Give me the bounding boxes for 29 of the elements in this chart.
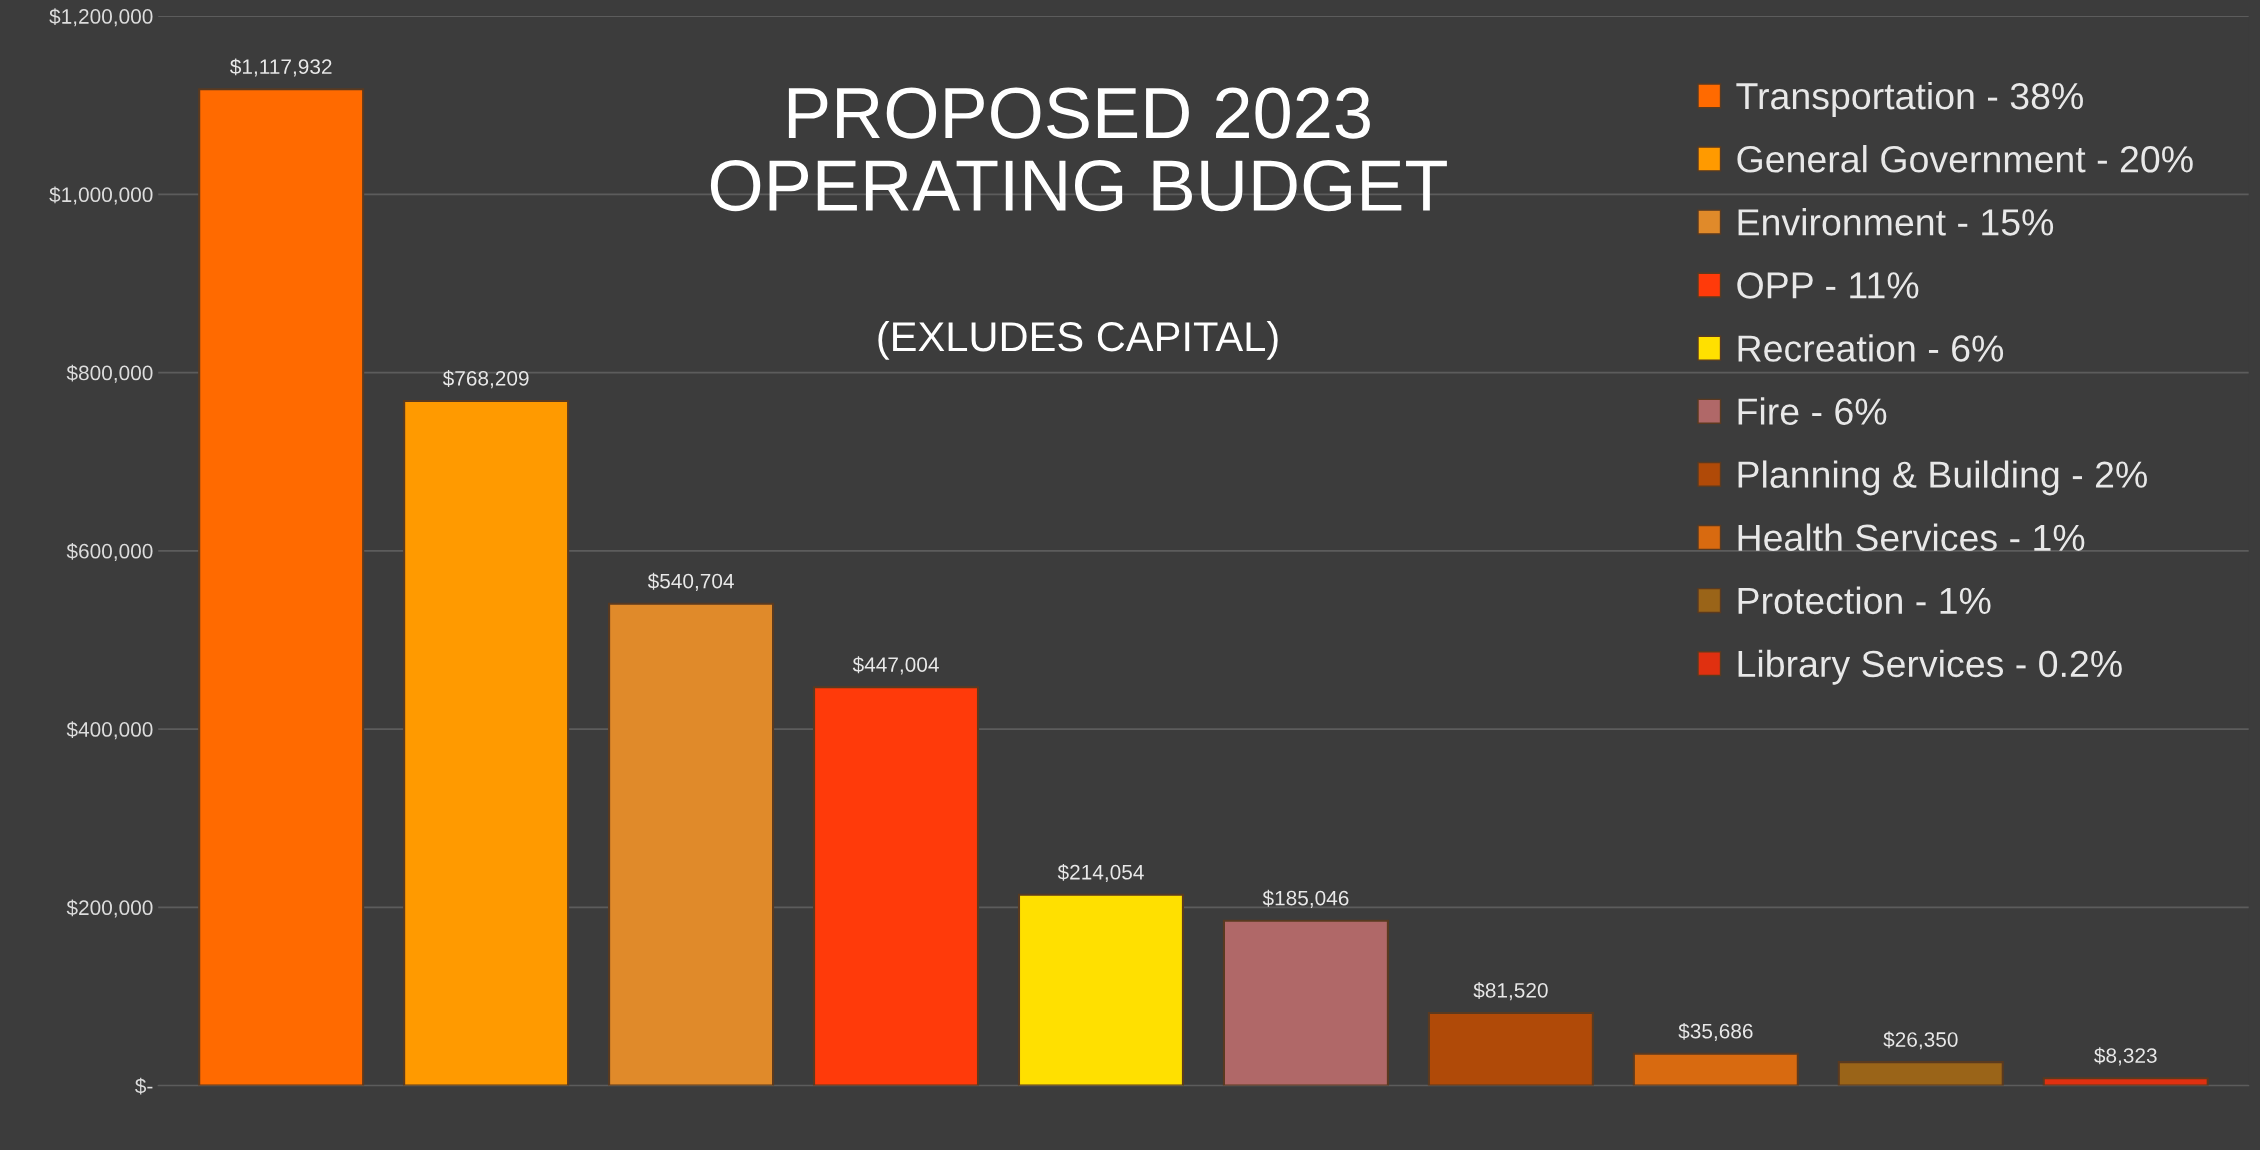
legend-label: Protection - 1% — [1738, 586, 1991, 615]
y-tick-label: $600,000 — [66, 542, 153, 562]
y-tick-label: $800,000 — [66, 364, 153, 383]
text: (EXLUDES CAPITAL) — [878, 320, 1278, 360]
legend-label: Health Services - 1% — [1738, 523, 2085, 552]
legend-label: Recreation - 6% — [1738, 334, 2004, 362]
data-label: $26,350 — [1883, 1031, 1958, 1050]
data-label: $540,704 — [647, 572, 734, 591]
data-label: $35,686 — [1678, 1022, 1753, 1042]
legend-label: Fire - 6% — [1738, 397, 1887, 425]
data-label: $1,117,932 — [230, 58, 332, 77]
data-label: $447,004 — [852, 656, 939, 675]
data-label: $768,209 — [442, 370, 529, 389]
text: PROPOSED 2023 OPERATING BUDGET — [710, 87, 1447, 212]
data-label: $214,054 — [1057, 863, 1144, 883]
legend-label: General Government - 20% — [1737, 145, 2193, 173]
legend-label: OPP - 11% — [1737, 272, 1919, 299]
legend-label: Library Services - 0.2% — [1738, 649, 2122, 685]
y-tick-label: $200,000 — [66, 899, 153, 918]
legend-label: Environment - 15% — [1738, 208, 2054, 236]
legend-label: Planning & Building - 2% — [1738, 460, 2147, 496]
data-label: $8,323 — [2094, 1047, 2157, 1066]
data-label: $185,046 — [1262, 889, 1349, 908]
y-tick-label: $400,000 — [66, 721, 153, 740]
legend-label: Transportation - 38% — [1736, 81, 2083, 117]
y-tick-label: $- — [135, 1077, 153, 1095]
data-label: $81,520 — [1473, 982, 1548, 1001]
y-tick-label: $1,000,000 — [49, 186, 153, 205]
y-tick-label: $1,200,000 — [49, 8, 153, 27]
